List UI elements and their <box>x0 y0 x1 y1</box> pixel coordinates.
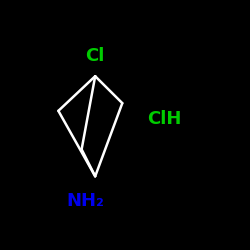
Text: NH₂: NH₂ <box>66 192 104 210</box>
Text: Cl: Cl <box>86 47 105 65</box>
Text: ClH: ClH <box>148 110 182 128</box>
